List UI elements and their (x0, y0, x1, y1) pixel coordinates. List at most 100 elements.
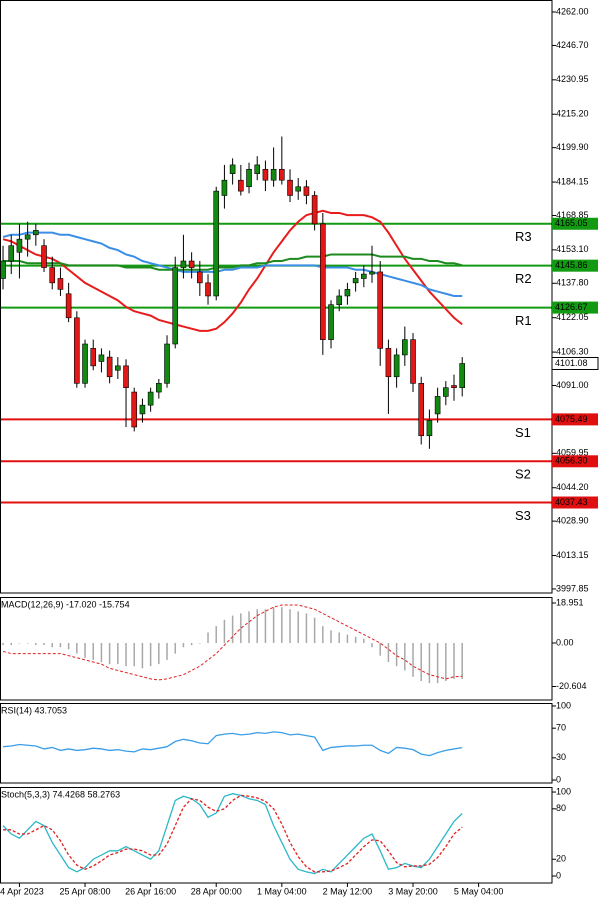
candle-body (0, 260, 6, 279)
candle-body (82, 343, 88, 384)
y-tick-label: 4106.30 (556, 346, 589, 356)
y-tick-label: 0 (556, 774, 561, 784)
macd-bar (59, 643, 62, 648)
candle-body (393, 354, 400, 378)
candle-body (229, 164, 236, 174)
y-tick-label: 4122.05 (556, 312, 589, 322)
indicator-line (3, 794, 463, 873)
y-tick-label: 4199.90 (556, 142, 589, 152)
macd-bar (10, 643, 12, 646)
y-tick-label: 4044.20 (556, 482, 589, 492)
y-tick-label: 4215.20 (556, 109, 589, 119)
level-box (552, 413, 598, 426)
macd-bar (453, 643, 455, 679)
macd-bar (395, 643, 398, 667)
panel-frame (0, 703, 553, 784)
candle-body (254, 164, 261, 174)
candle-body (352, 278, 359, 284)
level-value: 4145.86 (555, 260, 588, 270)
candle-body (197, 271, 203, 284)
macd-bar (436, 643, 439, 684)
macd-bar (43, 643, 45, 646)
y-tick-label: 4013.15 (556, 550, 589, 560)
macd-bar (182, 643, 185, 648)
macd-bar (223, 619, 226, 644)
candle-body (74, 317, 80, 384)
macd-bar (248, 611, 250, 644)
candle-body (238, 179, 244, 192)
candle-body (131, 391, 138, 428)
macd-bar (2, 643, 4, 646)
y-tick-label: 0 (556, 870, 561, 880)
macd-bar (76, 643, 78, 654)
macd-bar (166, 643, 168, 660)
y-tick-label: 4262.00 (556, 6, 589, 16)
candle-body (402, 339, 408, 356)
candle-body (451, 385, 457, 388)
candle-body (147, 391, 154, 406)
macd-bar (215, 626, 217, 644)
candle-body (369, 271, 375, 275)
level-name: R3 (515, 229, 532, 244)
candle-body (443, 387, 449, 397)
candle-body (279, 168, 285, 181)
candle-body (139, 404, 146, 415)
level-box (552, 496, 598, 509)
panel (2, 604, 463, 684)
macd-bar (84, 643, 86, 658)
macd-bar (404, 643, 406, 671)
macd-bar (141, 643, 144, 669)
candle-body (16, 238, 23, 253)
current-price: 4101.08 (555, 358, 588, 368)
macd-bar (199, 643, 201, 644)
macd-bar (174, 643, 176, 654)
macd-bar (297, 611, 299, 644)
macd-bar (420, 643, 422, 682)
candle-body (434, 396, 441, 415)
y-tick-label: 70 (556, 723, 566, 733)
y-tick-label: 4153.10 (556, 244, 589, 254)
macd-bar (240, 613, 242, 644)
macd-bar (133, 643, 135, 667)
y-tick-label: 18.951 (556, 597, 584, 607)
macd-bar (387, 643, 390, 663)
candle-body (336, 295, 343, 305)
candle-body (246, 168, 252, 188)
level-value: 4056.30 (555, 456, 588, 466)
macd-bar (461, 643, 463, 679)
macd-bar (231, 615, 234, 644)
candle-body (213, 190, 220, 297)
macd-bar (256, 609, 258, 644)
candle-body (328, 304, 334, 340)
y-tick-label: 80 (556, 803, 566, 813)
panel (2, 793, 463, 875)
x-tick-label: 5 May 04:00 (454, 886, 504, 896)
candle-body (221, 179, 228, 196)
y-tick-label: 4246.70 (556, 40, 589, 50)
candle-body (262, 168, 269, 181)
candle-body (410, 339, 416, 384)
level-name: S3 (515, 508, 531, 523)
candle-body (41, 245, 47, 268)
macd-bar (272, 607, 275, 644)
candle-body (320, 223, 326, 340)
macd-bar (108, 643, 111, 665)
macd-bar (305, 613, 308, 644)
current-price-box (551, 356, 599, 370)
level-value: 4037.43 (555, 497, 588, 507)
x-tick-label: 3 May 20:00 (388, 886, 438, 896)
y-tick-label: 4168.85 (556, 210, 589, 220)
candle-body (311, 195, 318, 225)
candle-body (57, 278, 64, 290)
candle-body (98, 354, 105, 362)
macd-bar (363, 638, 365, 644)
candle-body (303, 186, 310, 196)
y-tick-label: 4091.00 (556, 380, 589, 390)
candle-body (295, 186, 302, 192)
level-value: 4126.67 (555, 302, 588, 312)
candle-body (188, 260, 195, 268)
indicator-line (2, 793, 463, 875)
moving-average (2, 209, 463, 332)
macd-signal (2, 604, 463, 681)
